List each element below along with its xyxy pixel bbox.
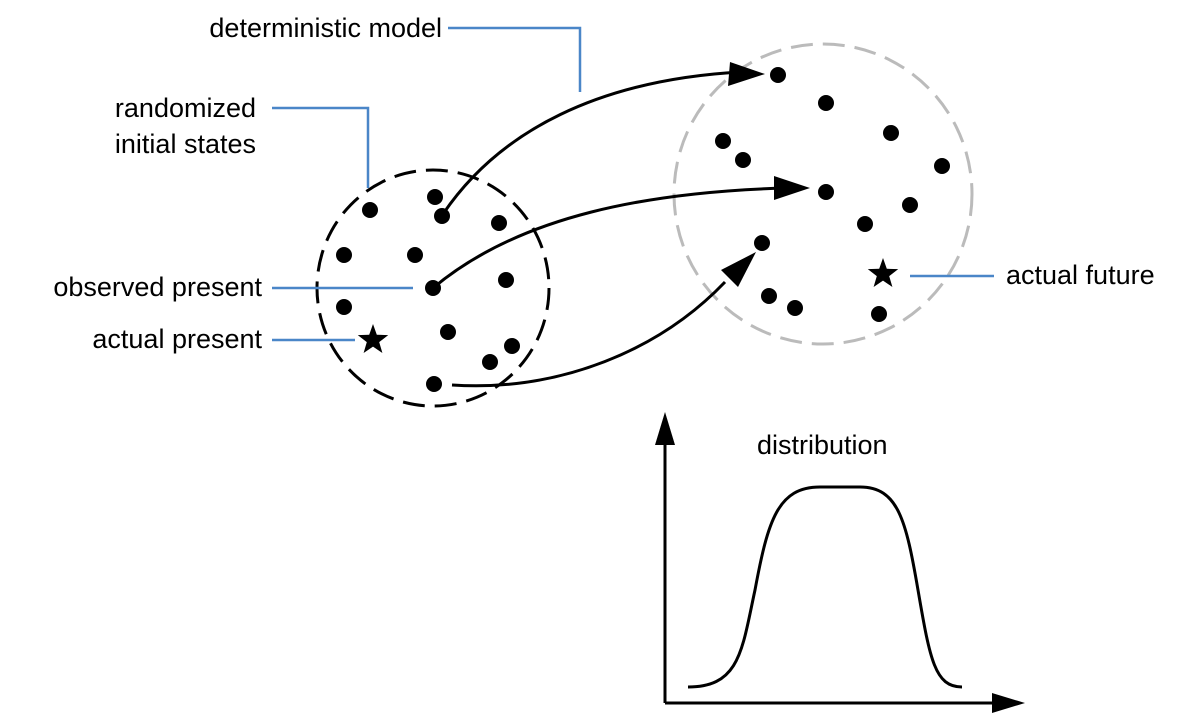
ensemble-point	[770, 67, 786, 83]
ensemble-point	[934, 158, 950, 174]
arrowheads	[721, 62, 810, 287]
actual-future-label: actual future	[1006, 260, 1155, 290]
arrowhead-middle	[774, 176, 810, 200]
ensemble-point	[362, 202, 378, 218]
deterministic-model-callout	[448, 26, 582, 92]
deterministic-model-label: deterministic model	[209, 13, 442, 43]
ensemble-point	[818, 95, 834, 111]
ensemble-point	[426, 376, 442, 392]
trajectories	[432, 70, 786, 388]
observed-present-label: observed present	[53, 272, 262, 302]
callout-lines	[272, 26, 994, 342]
ensemble-point	[498, 272, 514, 288]
ensemble-point	[482, 354, 498, 370]
ensemble-point	[440, 324, 456, 340]
future-spread-circle	[672, 42, 974, 346]
ensemble-point	[902, 197, 918, 213]
randomized-initial-states-label-line2: initial states	[114, 129, 256, 159]
randomized-states-callout	[272, 106, 370, 188]
ensemble-point	[427, 189, 443, 205]
actual-present-label: actual present	[92, 324, 262, 354]
ensemble-point	[883, 125, 899, 141]
ensemble-point	[407, 247, 423, 263]
trajectory-arrow-middle	[432, 186, 786, 290]
randomized-initial-states-label-line1: randomized	[114, 93, 256, 123]
ensemble-point	[818, 184, 834, 200]
ensemble-point	[336, 247, 352, 263]
distribution-curve	[687, 485, 963, 689]
ensemble-point	[434, 208, 450, 224]
arrowhead-bottom	[721, 252, 756, 287]
distribution-y-axis-arrowhead	[655, 412, 675, 445]
ensemble-point	[715, 133, 731, 149]
ensemble-point	[761, 288, 777, 304]
future-ensemble-points	[715, 67, 950, 322]
distribution-label: distribution	[757, 430, 888, 460]
ensemble-point	[857, 216, 873, 232]
actual-future-star-icon	[867, 258, 899, 287]
actual-present-star-icon	[357, 324, 389, 353]
trajectory-arrow-bottom	[451, 280, 727, 388]
trajectory-arrow-top	[441, 70, 741, 215]
ensemble-point	[787, 300, 803, 316]
ensemble-point	[336, 299, 352, 315]
ensemble-point	[871, 306, 887, 322]
arrowhead-top	[728, 62, 765, 86]
distribution-x-axis-arrowhead	[992, 693, 1025, 713]
ensemble-point	[735, 152, 751, 168]
distribution-plot	[655, 412, 1025, 713]
ensemble-point	[491, 215, 507, 231]
observed-present-point	[425, 280, 441, 296]
ensemble-point	[754, 235, 770, 251]
ensemble-point	[504, 338, 520, 354]
present-ensemble-points	[336, 189, 520, 392]
